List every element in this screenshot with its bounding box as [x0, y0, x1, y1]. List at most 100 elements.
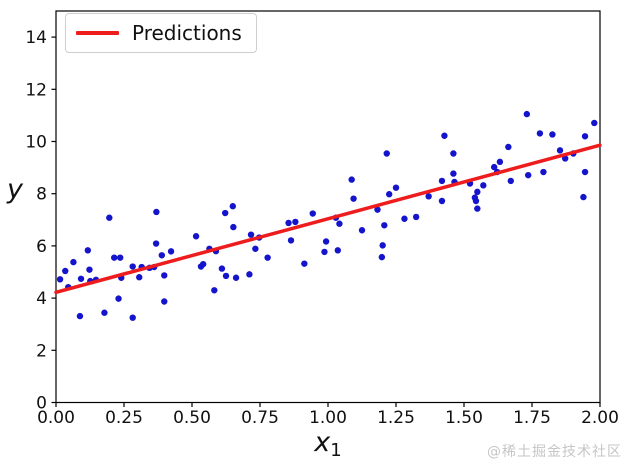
scatter-point: [386, 191, 393, 198]
scatter-point: [56, 276, 64, 283]
scatter-point: [62, 267, 69, 275]
scatter-point: [247, 231, 255, 238]
scatter-point: [322, 238, 330, 245]
x-tick-label: 1.75: [513, 408, 551, 428]
scatter-point: [301, 260, 308, 267]
scatter-point: [472, 197, 480, 205]
scatter-point: [218, 265, 226, 272]
legend: Predictions: [65, 13, 257, 53]
scatter-point: [309, 210, 316, 217]
scatter-point: [70, 258, 77, 266]
scatter-point: [392, 184, 400, 191]
x-tick-label: 2.00: [581, 408, 619, 428]
scatter-point: [77, 275, 85, 282]
scatter-point: [536, 130, 544, 137]
scatter-point: [106, 214, 113, 221]
scatter-point: [285, 219, 292, 227]
scatter-point: [116, 254, 124, 261]
scatter-point: [167, 248, 175, 255]
scatter-point: [580, 193, 587, 201]
y-tick-label: 4: [36, 289, 47, 309]
scatter-point: [192, 233, 200, 240]
scatter-point: [111, 254, 118, 261]
scatter-point: [507, 177, 514, 185]
y-tick-label: 6: [36, 237, 47, 257]
scatter-point: [161, 298, 168, 305]
scatter-point: [348, 176, 355, 183]
scatter-point: [383, 150, 390, 157]
legend-label: Predictions: [132, 21, 242, 45]
scatter-point: [378, 253, 386, 261]
scatter-point: [232, 274, 240, 281]
scatter-point: [101, 309, 108, 316]
x-axis-label-subscript: 1: [330, 440, 342, 461]
scatter-point: [496, 158, 504, 166]
scatter-point: [264, 254, 271, 261]
legend-line-sample: [76, 31, 119, 35]
x-tick-label: 1.00: [309, 408, 347, 428]
scatter-point: [441, 132, 448, 139]
y-tick-label: 0: [36, 394, 47, 414]
scatter-point: [591, 119, 598, 127]
scatter-point: [581, 168, 589, 176]
x-tick-label: 1.25: [377, 408, 415, 428]
scatter-point: [211, 287, 218, 294]
x-tick-label: 0.00: [37, 408, 75, 428]
x-tick-label: 0.25: [105, 408, 143, 428]
scatter-point: [379, 242, 386, 249]
scatter-point: [374, 206, 381, 213]
scatter-point: [230, 223, 237, 231]
scatter-point: [381, 222, 388, 229]
scatter-point: [161, 272, 168, 279]
scatter-point: [581, 133, 589, 140]
scatter-point: [292, 218, 299, 226]
scatter-point: [136, 274, 143, 281]
scatter-point: [199, 260, 207, 268]
scatter-point: [129, 314, 136, 321]
scatter-point: [222, 272, 230, 280]
scatter-point: [350, 195, 357, 202]
y-tick-label: 8: [36, 185, 47, 205]
scatter-point: [438, 177, 446, 185]
axes-frame: [55, 10, 601, 404]
y-tick-label: 10: [25, 133, 47, 153]
scatter-point: [438, 197, 446, 205]
scatter-point: [556, 147, 564, 154]
scatter-point: [480, 182, 487, 189]
scatter-point: [129, 263, 136, 270]
scatter-point: [334, 247, 341, 254]
scatter-point: [358, 227, 366, 234]
scatter-point: [336, 220, 343, 227]
y-axis-label: y: [7, 174, 23, 205]
scatter-point: [152, 240, 160, 247]
scatter-point: [425, 193, 432, 200]
scatter-point: [450, 150, 457, 157]
scatter-point: [115, 295, 122, 302]
scatter-point: [474, 188, 481, 196]
scatter-point: [450, 170, 457, 177]
x-tick-label: 0.75: [241, 408, 279, 428]
y-tick-label: 14: [25, 28, 47, 48]
scatter-point: [84, 247, 92, 254]
scatter-point: [412, 213, 420, 221]
scatter-point: [158, 252, 166, 259]
x-tick-label: 1.50: [445, 408, 483, 428]
y-tick-label: 2: [36, 341, 47, 361]
scatter-point: [229, 203, 236, 210]
scatter-point: [246, 271, 253, 278]
scatter-point: [524, 171, 532, 179]
x-axis-label: x1: [56, 429, 600, 460]
prediction-line: [54, 143, 602, 295]
scatter-point: [549, 131, 556, 138]
scatter-point: [321, 248, 328, 256]
scatter-point: [153, 208, 160, 216]
scatter-point: [221, 209, 229, 217]
scatter-point: [490, 163, 498, 171]
scatter-point: [540, 168, 547, 176]
scatter-point: [86, 266, 93, 273]
scatter-point: [252, 245, 259, 252]
y-tick-label: 12: [25, 80, 47, 100]
watermark: @稀土掘金技术社区: [487, 444, 622, 460]
